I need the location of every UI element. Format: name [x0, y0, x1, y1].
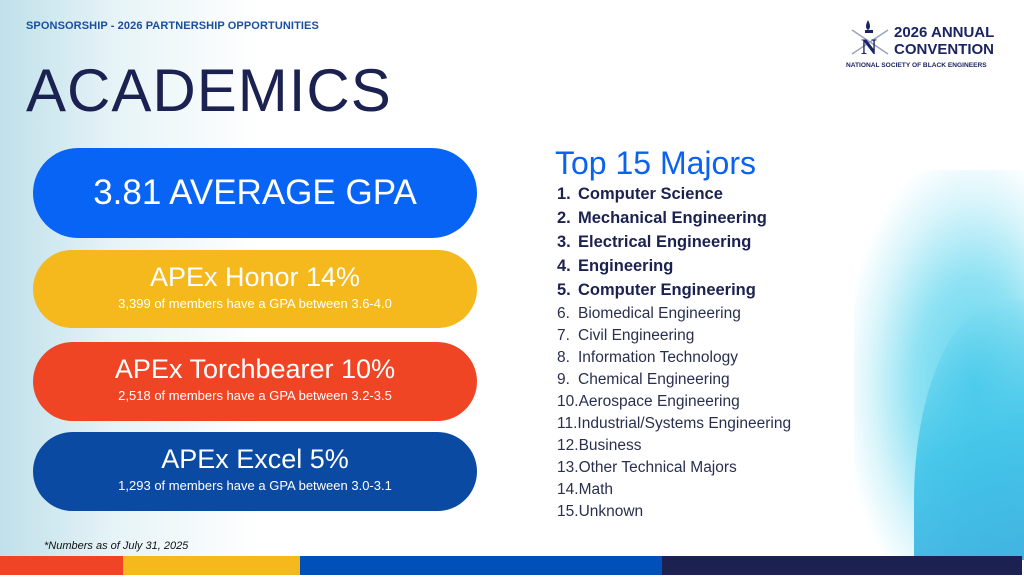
major-item: 12. Business — [557, 437, 791, 459]
major-label: Industrial/Systems Engineering — [577, 415, 792, 432]
footnote: *Numbers as of July 31, 2025 — [44, 540, 189, 552]
major-item: 11. Industrial/Systems Engineering — [557, 415, 791, 437]
apex-honor-pill: APEx Honor 14% 3,399 of members have a G… — [33, 250, 477, 328]
major-label: Chemical Engineering — [578, 371, 730, 388]
major-item: 9. Chemical Engineering — [557, 371, 791, 393]
major-rank: 14. — [557, 481, 579, 498]
major-rank: 15. — [557, 503, 579, 520]
major-item: 2. Mechanical Engineering — [557, 209, 791, 233]
apex-torchbearer-title: APEx Torchbearer 10% — [114, 354, 396, 384]
major-item: 6. Biomedical Engineering — [557, 305, 791, 327]
major-rank: 12. — [557, 437, 579, 454]
footer-bar-navy — [662, 556, 1022, 575]
svg-text:N: N — [861, 34, 877, 59]
major-label: Mechanical Engineering — [578, 209, 767, 227]
major-rank: 6. — [557, 305, 570, 322]
major-item: 5. Computer Engineering — [557, 281, 791, 305]
footer-bar-blue — [300, 556, 662, 575]
major-label: Computer Science — [578, 185, 723, 203]
major-label: Unknown — [578, 503, 644, 520]
major-item: 15. Unknown — [557, 503, 791, 525]
major-rank: 2. — [557, 209, 571, 227]
major-item: 13. Other Technical Majors — [557, 459, 791, 481]
major-label: Electrical Engineering — [578, 233, 752, 251]
major-label: Biomedical Engineering — [578, 305, 741, 322]
major-item: 4. Engineering — [557, 257, 791, 281]
major-rank: 1. — [557, 185, 571, 203]
major-item: 8. Information Technology — [557, 349, 791, 371]
major-label: Civil Engineering — [578, 327, 695, 344]
apex-torchbearer-pill: APEx Torchbearer 10% 2,518 of members ha… — [33, 342, 477, 421]
major-rank: 13. — [557, 459, 579, 476]
apex-excel-pill: APEx Excel 5% 1,293 of members have a GP… — [33, 432, 477, 511]
nsbe-torch-icon: N — [851, 20, 889, 59]
major-label: Aerospace Engineering — [578, 393, 740, 410]
apex-torchbearer-detail: 2,518 of members have a GPA between 3.2-… — [118, 388, 392, 403]
majors-heading: Top 15 Majors — [555, 145, 756, 181]
logo-line-2: CONVENTION — [894, 41, 995, 58]
apex-excel-detail: 1,293 of members have a GPA between 3.0-… — [118, 478, 392, 493]
nsbe-convention-logo: N 2026 ANNUAL CONVENTION NATIONAL SOCIET… — [846, 18, 1016, 78]
major-label: Math — [578, 481, 614, 498]
major-label: Other Technical Majors — [578, 459, 737, 476]
major-label: Computer Engineering — [578, 281, 756, 299]
apex-honor-detail: 3,399 of members have a GPA between 3.6-… — [118, 296, 392, 311]
major-rank: 8. — [557, 349, 570, 366]
logo-org-name: NATIONAL SOCIETY OF BLACK ENGINEERS — [846, 62, 987, 69]
major-item: 3. Electrical Engineering — [557, 233, 791, 257]
major-label: Information Technology — [578, 349, 738, 366]
major-item: 10. Aerospace Engineering — [557, 393, 791, 415]
section-kicker: SPONSORSHIP - 2026 PARTNERSHIP OPPORTUNI… — [26, 20, 319, 32]
average-gpa-pill: 3.81 AVERAGE GPA — [33, 148, 477, 238]
apex-excel-title: APEx Excel 5% — [161, 444, 349, 474]
majors-list: 1. Computer Science 2. Mechanical Engineeri… — [557, 185, 791, 525]
major-rank: 3. — [557, 233, 571, 251]
major-item: 14. Math — [557, 481, 791, 503]
average-gpa-text: 3.81 AVERAGE GPA — [93, 173, 417, 212]
major-label: Engineering — [578, 257, 674, 275]
major-rank: 9. — [557, 371, 570, 388]
footer-bar-red — [0, 556, 123, 575]
major-rank: 10. — [557, 393, 579, 410]
major-item: 1. Computer Science — [557, 185, 791, 209]
major-rank: 11. — [557, 415, 578, 432]
footer-color-bar — [0, 556, 1022, 575]
major-rank: 4. — [557, 257, 571, 275]
apex-honor-title: APEx Honor 14% — [149, 262, 361, 292]
logo-line-1: 2026 ANNUAL — [894, 24, 995, 41]
major-rank: 7. — [557, 327, 570, 344]
footer-bar-yellow — [123, 556, 300, 575]
major-rank: 5. — [557, 281, 571, 299]
major-item: 7. Civil Engineering — [557, 327, 791, 349]
major-label: Business — [578, 437, 642, 454]
page-title: ACADEMICS — [26, 57, 392, 124]
